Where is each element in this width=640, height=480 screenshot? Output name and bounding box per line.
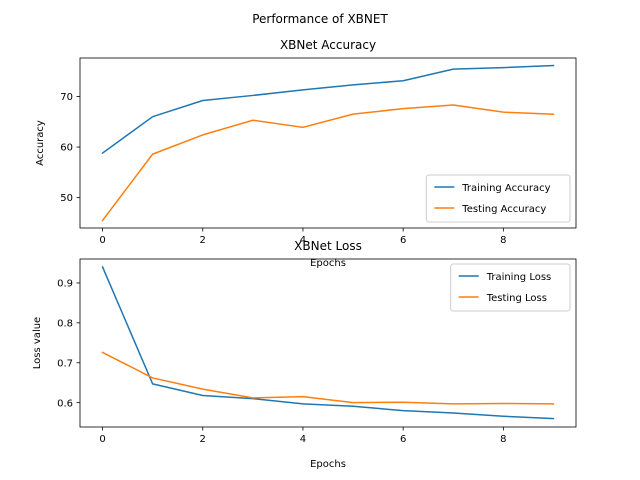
- loss-y-tick-label: 0.8: [57, 318, 73, 329]
- loss-x-tick-label: 2: [200, 434, 206, 445]
- loss-legend: Training Loss Testing Loss: [450, 263, 571, 312]
- loss-legend-box: [450, 263, 571, 312]
- loss-y-tick-label: 0.9: [57, 279, 73, 290]
- loss-y-tick-label: 0.7: [57, 358, 73, 369]
- loss-x-tick-label: 6: [400, 434, 406, 445]
- loss-plot-area: 0 2 4 6 8 0.6 0.7 0.8 0.9 Training Loss Testing Lo…: [57, 258, 577, 445]
- accuracy-x-axis-label: Epochs: [310, 258, 346, 269]
- accuracy-legend-box: [425, 174, 571, 223]
- accuracy-x-tick-label: 6: [400, 235, 406, 246]
- accuracy-chart-title: XBNet Accuracy: [280, 38, 376, 52]
- accuracy-y-tick-label: 60: [60, 143, 73, 154]
- loss-series-line-testing: [101, 351, 555, 405]
- loss-x-tick-label: 8: [500, 434, 506, 445]
- accuracy-series-line-testing: [101, 104, 555, 222]
- accuracy-x-tick-label: 0: [99, 235, 105, 246]
- accuracy-axes-frame: [79, 57, 577, 229]
- loss-x-axis-label: Epochs: [310, 459, 346, 470]
- loss-x-tick-label: 0: [99, 434, 105, 445]
- loss-series-line-training: [101, 265, 555, 420]
- loss-legend-label: Testing Loss: [486, 293, 547, 304]
- loss-y-axis-label: Loss value: [32, 317, 43, 369]
- accuracy-x-tick-label: 4: [300, 235, 306, 246]
- accuracy-x-tick-label: 2: [200, 235, 206, 246]
- loss-axes-frame: [79, 258, 577, 428]
- accuracy-legend-label: Training Accuracy: [461, 183, 550, 194]
- loss-x-tick-label: 4: [300, 434, 306, 445]
- accuracy-legend: Training Accuracy Testing Accuracy: [425, 174, 571, 223]
- accuracy-x-tick-label: 8: [500, 235, 506, 246]
- accuracy-legend-label: Testing Accuracy: [461, 204, 546, 215]
- loss-subplot: 0 2 4 6 8 0.6 0.7 0.8 0.9 Training Loss Testing Lo…: [32, 239, 577, 470]
- loss-legend-label: Training Loss: [486, 272, 552, 283]
- loss-chart-title: XBNet Loss: [294, 239, 362, 253]
- accuracy-y-tick-label: 70: [60, 92, 73, 103]
- loss-y-tick-label: 0.6: [57, 398, 73, 409]
- accuracy-y-axis-label: Accuracy: [35, 120, 46, 166]
- accuracy-subplot: 0 2 4 6 8 50 60 70 Training Accuracy Testing Accu…: [35, 38, 577, 269]
- figure-title: Performance of XBNET: [252, 12, 388, 26]
- accuracy-series-line-training: [101, 64, 555, 155]
- accuracy-y-tick-label: 50: [60, 193, 73, 204]
- accuracy-plot-area: 0 2 4 6 8 50 60 70 Training Accuracy Testing Accu…: [60, 57, 577, 246]
